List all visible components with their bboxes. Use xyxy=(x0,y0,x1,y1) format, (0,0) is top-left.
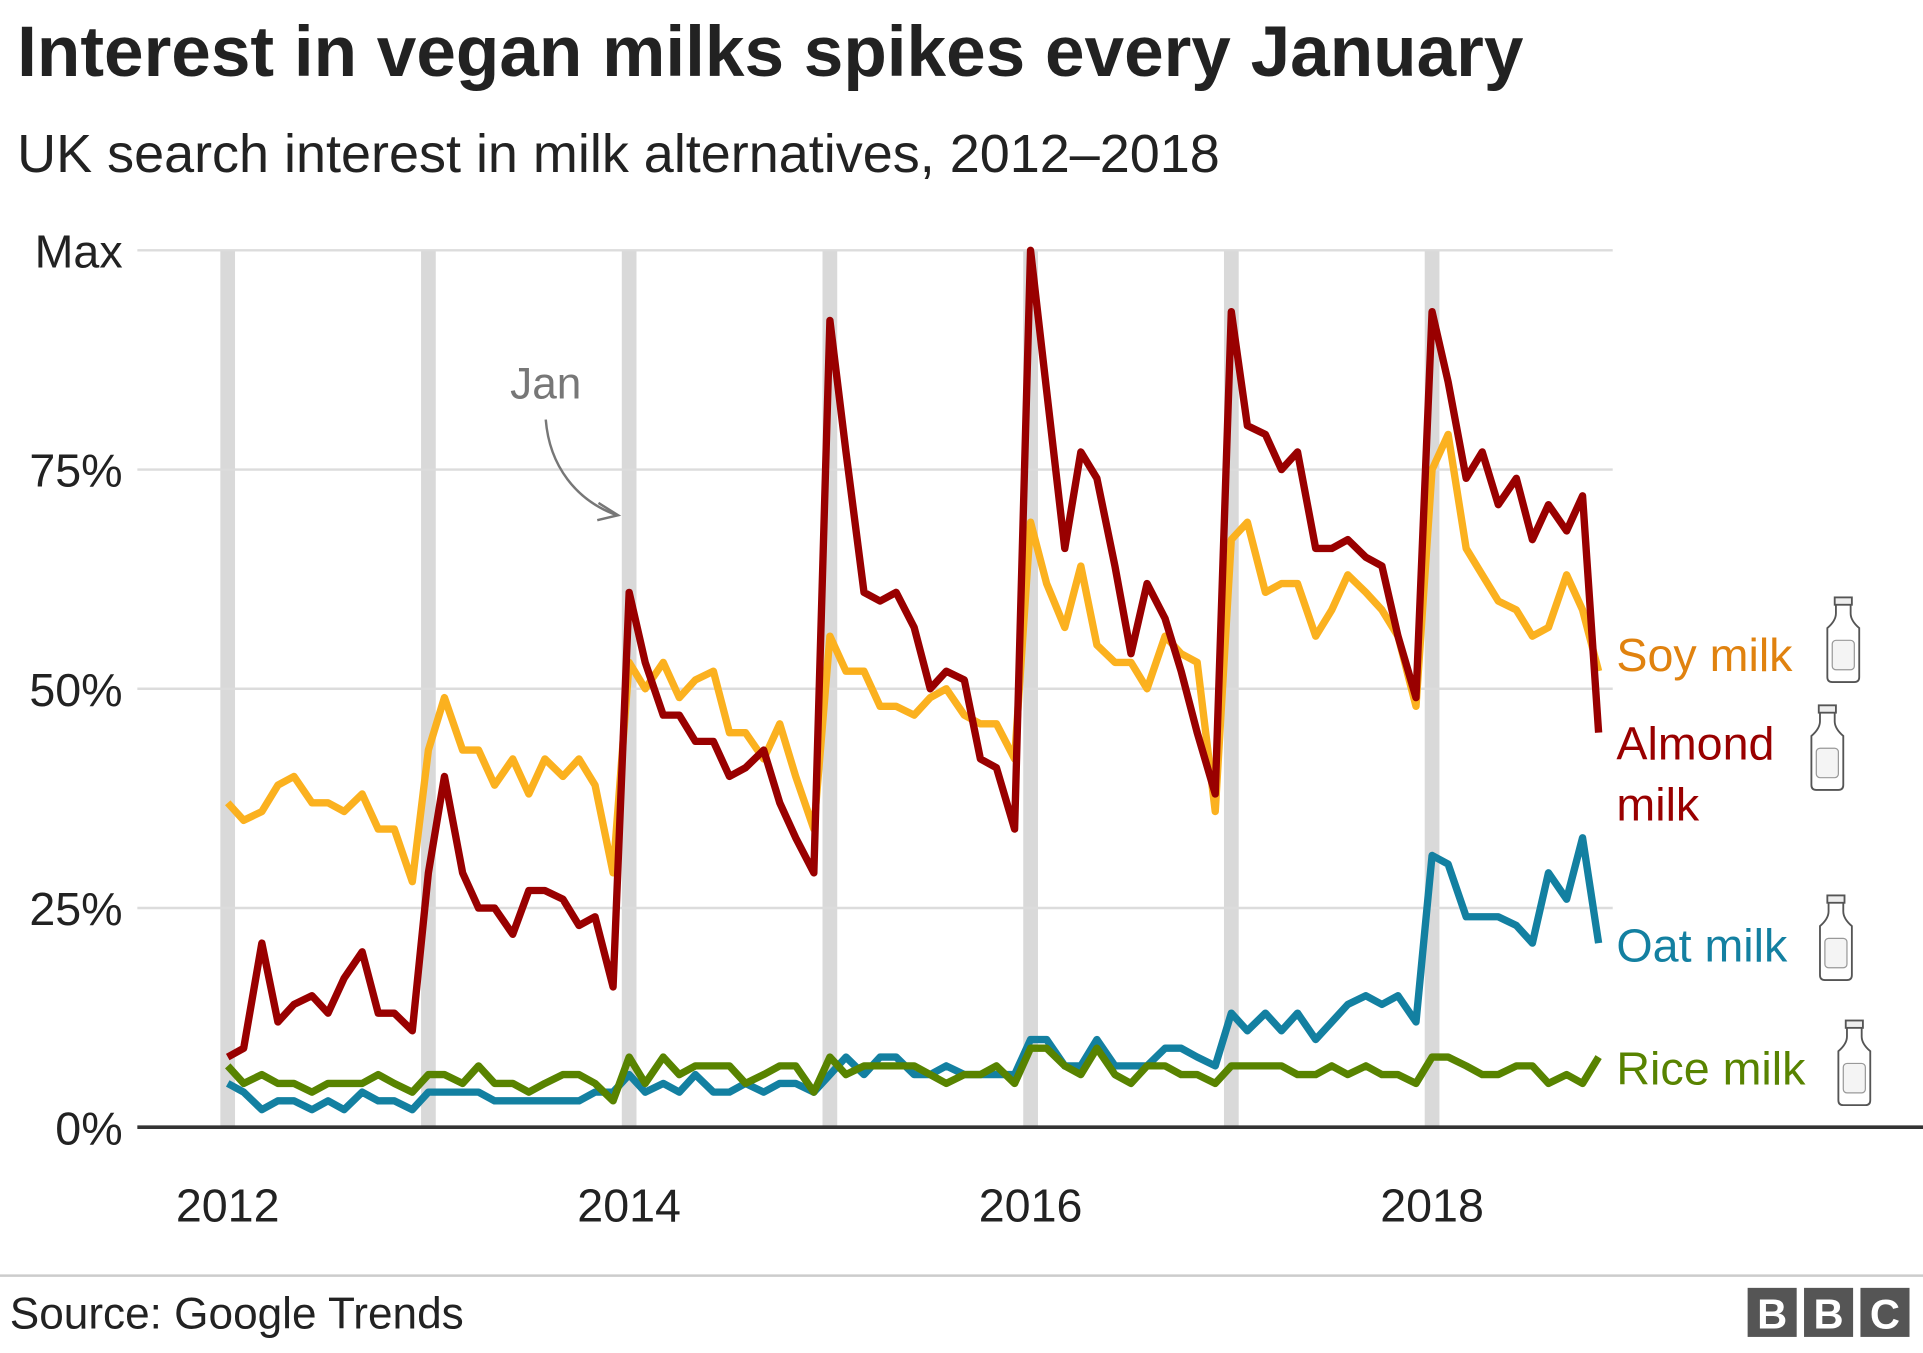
annotation-arrow xyxy=(544,419,618,517)
y-tick-label: Max xyxy=(35,225,123,277)
lines xyxy=(225,246,1603,1114)
series-label-box: Rice milk xyxy=(1616,1043,1806,1096)
series-label: Almond milk xyxy=(1616,718,1775,832)
annotation-arrowhead xyxy=(596,501,622,522)
series-line xyxy=(225,834,1603,1114)
series-line xyxy=(225,246,1603,1061)
bottle-label xyxy=(1815,747,1839,779)
bottle-cap xyxy=(1817,704,1837,714)
chart-subtitle: UK search interest in milk alternatives,… xyxy=(17,124,1220,184)
series-label-box: Oat milk xyxy=(1616,921,1788,973)
x-tick-label: 2014 xyxy=(577,1180,681,1232)
series-label: Rice milk xyxy=(1616,1043,1806,1096)
bottle-label xyxy=(1824,937,1848,969)
bottle-label xyxy=(1842,1062,1866,1094)
series-label: Oat milk xyxy=(1616,921,1788,973)
y-tick-label: 0% xyxy=(55,1102,122,1154)
bottle-label xyxy=(1831,639,1855,671)
series-label-box: Almond milk xyxy=(1616,718,1775,832)
series-labels: Soy milk Almond milk Oat milk Rice milk xyxy=(1616,596,1872,1107)
milk-icon xyxy=(1826,596,1861,683)
logo-letter: B xyxy=(1757,1290,1787,1337)
logo-letter: B xyxy=(1814,1290,1844,1337)
y-tick-label: 25% xyxy=(29,883,122,935)
series-line xyxy=(225,1044,1602,1105)
y-tick-label: 50% xyxy=(29,664,122,716)
x-tick-label: 2016 xyxy=(979,1180,1083,1232)
chart-title: Interest in vegan milks spikes every Jan… xyxy=(17,13,1524,92)
milk-icon xyxy=(1819,894,1853,981)
logo-box xyxy=(1860,1287,1910,1337)
milk-icon xyxy=(1810,704,1845,791)
series-line xyxy=(225,430,1603,886)
y-tick-label: 75% xyxy=(29,445,122,497)
series-label: Soy milk xyxy=(1616,630,1793,683)
logo-letter: C xyxy=(1870,1290,1900,1337)
logo-box xyxy=(1747,1287,1797,1337)
x-tick-label: 2012 xyxy=(176,1180,280,1232)
bottle-cap xyxy=(1826,894,1846,904)
annotation: Jan xyxy=(510,360,581,409)
series-label-box: Soy milk xyxy=(1616,630,1793,683)
bottle-cap xyxy=(1833,596,1853,606)
bottle-cap xyxy=(1844,1019,1864,1029)
logo-box xyxy=(1804,1287,1854,1337)
x-tick-label: 2018 xyxy=(1380,1180,1484,1232)
milk-icon xyxy=(1837,1019,1872,1107)
source: Source: Google Trends xyxy=(10,1289,464,1338)
